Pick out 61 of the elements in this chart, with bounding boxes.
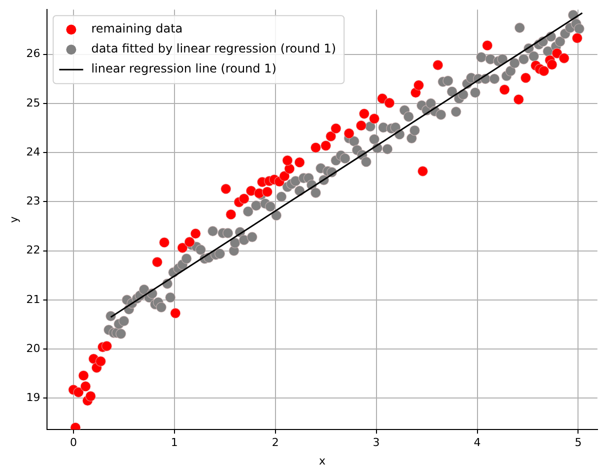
point — [159, 237, 170, 248]
point — [294, 157, 305, 168]
point — [520, 72, 532, 84]
point — [356, 120, 366, 131]
legend-label: data fitted by linear regression (round 1) — [91, 42, 336, 56]
point — [73, 386, 84, 398]
point — [170, 308, 181, 318]
x-tick-label: 1 — [170, 436, 178, 450]
point — [226, 209, 236, 220]
y-tick-label: 26 — [26, 47, 40, 60]
legend-label: linear regression line (round 1) — [91, 62, 276, 76]
point — [262, 186, 273, 198]
point — [177, 242, 188, 254]
point — [320, 140, 332, 151]
point — [432, 60, 444, 70]
x-tick-label: 5 — [574, 436, 582, 450]
point — [538, 66, 550, 76]
point — [330, 123, 342, 134]
y-tick-label: 19 — [26, 391, 40, 404]
point — [220, 184, 232, 194]
point — [558, 52, 570, 64]
y-axis-title: y — [7, 216, 20, 223]
point — [101, 340, 112, 352]
point — [499, 84, 510, 95]
y-tick-label: 23 — [26, 194, 40, 208]
point — [552, 48, 562, 59]
y-tick-label: 21 — [26, 292, 40, 306]
point — [95, 356, 106, 367]
point — [368, 113, 380, 124]
point — [238, 193, 250, 204]
point — [279, 170, 290, 182]
point — [284, 163, 295, 174]
x-tick-label: 0 — [70, 436, 77, 450]
point — [85, 390, 96, 402]
point — [78, 370, 89, 381]
point — [80, 381, 91, 392]
point — [482, 40, 493, 51]
point — [310, 142, 322, 153]
y-tick-label: 20 — [26, 342, 40, 355]
x-tick-label: 2 — [272, 436, 279, 450]
point — [344, 128, 354, 139]
y-tick-label: 25 — [26, 96, 40, 110]
x-tick-label: 4 — [474, 436, 481, 450]
point — [417, 166, 428, 177]
x-axis-title: x — [319, 454, 326, 468]
point — [246, 186, 256, 196]
point — [413, 80, 424, 91]
point — [513, 94, 524, 105]
point — [572, 32, 583, 44]
point — [326, 131, 336, 142]
point — [184, 236, 195, 248]
legend-label: remaining data — [91, 22, 183, 36]
point — [152, 256, 163, 268]
point — [282, 155, 293, 166]
point — [358, 108, 370, 120]
y-tick-label: 22 — [26, 244, 40, 257]
point — [384, 98, 395, 108]
x-tick-label: 3 — [372, 436, 380, 450]
point — [546, 59, 558, 70]
point — [190, 228, 201, 239]
y-tick-label: 24 — [26, 145, 40, 158]
